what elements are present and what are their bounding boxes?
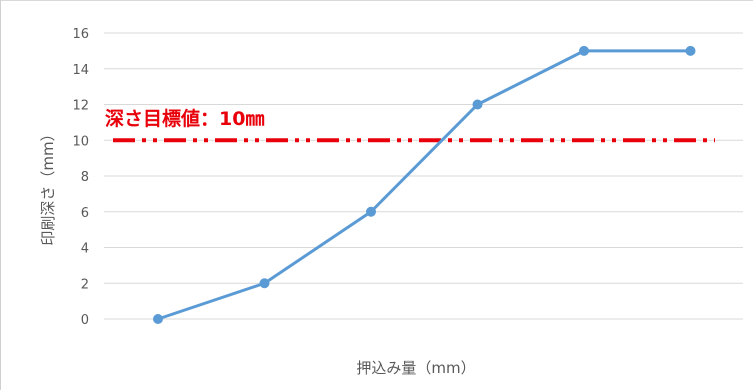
y-tick-label: 0 — [81, 313, 89, 328]
data-point — [366, 206, 376, 217]
y-tick-label: 4 — [81, 242, 89, 257]
series-layer — [153, 45, 696, 324]
data-point — [472, 99, 483, 110]
data-point — [579, 45, 589, 56]
y-tick-label: 8 — [81, 170, 89, 185]
y-tick-label: 16 — [72, 27, 89, 42]
gridlines — [104, 32, 743, 320]
target-label: 深さ目標値：10㎜ — [105, 107, 264, 130]
y-tick-label: 6 — [81, 206, 89, 221]
y-tick-label: 2 — [81, 277, 89, 292]
x-axis-title: 押込み量（mm） — [356, 359, 475, 377]
y-axis-title: 印刷深さ（mm） — [39, 126, 57, 245]
y-tick-label: 10 — [72, 134, 89, 149]
data-point — [685, 45, 696, 56]
data-point — [259, 278, 270, 289]
series-line — [156, 49, 692, 321]
y-tick-label: 12 — [72, 99, 89, 114]
y-axis-ticks: 0 2 4 6 8 10 12 14 16 — [72, 27, 89, 328]
y-tick-label: 14 — [72, 63, 89, 78]
target-reference: 深さ目標値：10㎜ — [105, 107, 715, 143]
data-point — [153, 314, 163, 324]
